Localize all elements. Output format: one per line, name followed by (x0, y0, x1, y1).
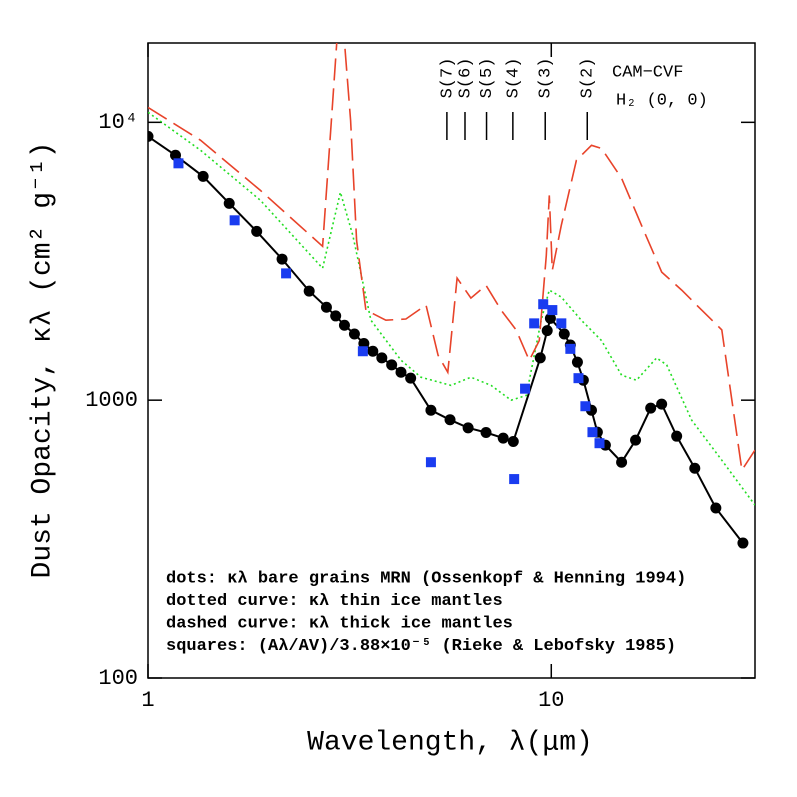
y-tick-label: 1000 (85, 388, 138, 413)
square-marker (520, 383, 531, 394)
legend-entry: squares: (Aλ/AV)/3.88×10⁻⁵ (Rieke & Lebo… (166, 637, 676, 656)
square-marker (425, 457, 436, 468)
annotation: H₂ (0, 0) (616, 91, 708, 110)
h2-label: S(3) (537, 58, 556, 99)
dot (571, 356, 583, 368)
h2-label: S(4) (504, 58, 523, 99)
dot (462, 422, 474, 434)
dot (444, 414, 456, 426)
dot (358, 337, 370, 349)
legend-entry: dots: κλ bare grains MRN (Ossenkopf & He… (166, 569, 686, 588)
annotation: CAM−CVF (612, 63, 683, 82)
series-line (148, 43, 755, 473)
dot (737, 537, 749, 549)
dot (405, 372, 417, 384)
h2-label: S(2) (579, 58, 598, 99)
square-marker (529, 318, 540, 329)
dot (148, 130, 154, 142)
plot-area (148, 43, 755, 549)
square-marker (556, 318, 567, 329)
dot (276, 253, 288, 265)
square-marker (509, 474, 520, 485)
dot (395, 366, 407, 378)
dot (671, 430, 683, 442)
dot (534, 352, 546, 364)
dot (320, 301, 332, 313)
y-tick-label: 100 (98, 666, 138, 691)
dot (558, 328, 570, 340)
dot (367, 345, 379, 357)
dot (251, 225, 263, 237)
series-line (148, 135, 744, 544)
dot (330, 310, 342, 322)
square-marker (173, 158, 184, 169)
y-axis-title: Dust Opacity, κλ (cm² g⁻¹) (27, 142, 58, 579)
dot (223, 197, 235, 209)
y-tick-label: 10⁴ (98, 110, 138, 135)
square-marker (573, 373, 584, 384)
square-marker (538, 299, 549, 310)
legend-entry: dotted curve: κλ thin ice mantles (166, 592, 503, 611)
x-tick-label: 10 (538, 688, 564, 713)
dot (645, 402, 657, 414)
dot (169, 149, 181, 161)
dot (197, 170, 209, 182)
dot (425, 404, 437, 416)
dot (338, 319, 350, 331)
x-axis-title: Wavelength, λ(μm) (307, 727, 593, 758)
dot (348, 328, 360, 340)
dot (376, 352, 388, 364)
square-marker (281, 268, 292, 279)
square-marker (565, 343, 576, 354)
dot (544, 312, 556, 324)
plot-frame (147, 42, 756, 679)
x-tick-label: 1 (141, 688, 154, 713)
dot (386, 359, 398, 371)
dot (710, 502, 722, 514)
dot (616, 456, 628, 468)
series-line (148, 111, 755, 506)
h2-label: S(5) (478, 58, 497, 99)
square-marker (594, 438, 605, 449)
square-marker (587, 427, 598, 438)
h2-label: S(7) (438, 58, 457, 99)
square-marker (229, 215, 240, 226)
dot (480, 426, 492, 438)
dot (656, 398, 668, 410)
legend-entry: dashed curve: κλ thick ice mantles (166, 614, 513, 633)
dot (541, 325, 553, 337)
square-marker (580, 401, 591, 412)
square-marker (547, 305, 558, 316)
dot (303, 285, 315, 297)
dot (630, 434, 642, 446)
dot (497, 432, 509, 444)
dot (507, 435, 519, 447)
h2-label: S(6) (456, 58, 475, 99)
square-marker (357, 346, 368, 357)
dot (689, 462, 701, 474)
